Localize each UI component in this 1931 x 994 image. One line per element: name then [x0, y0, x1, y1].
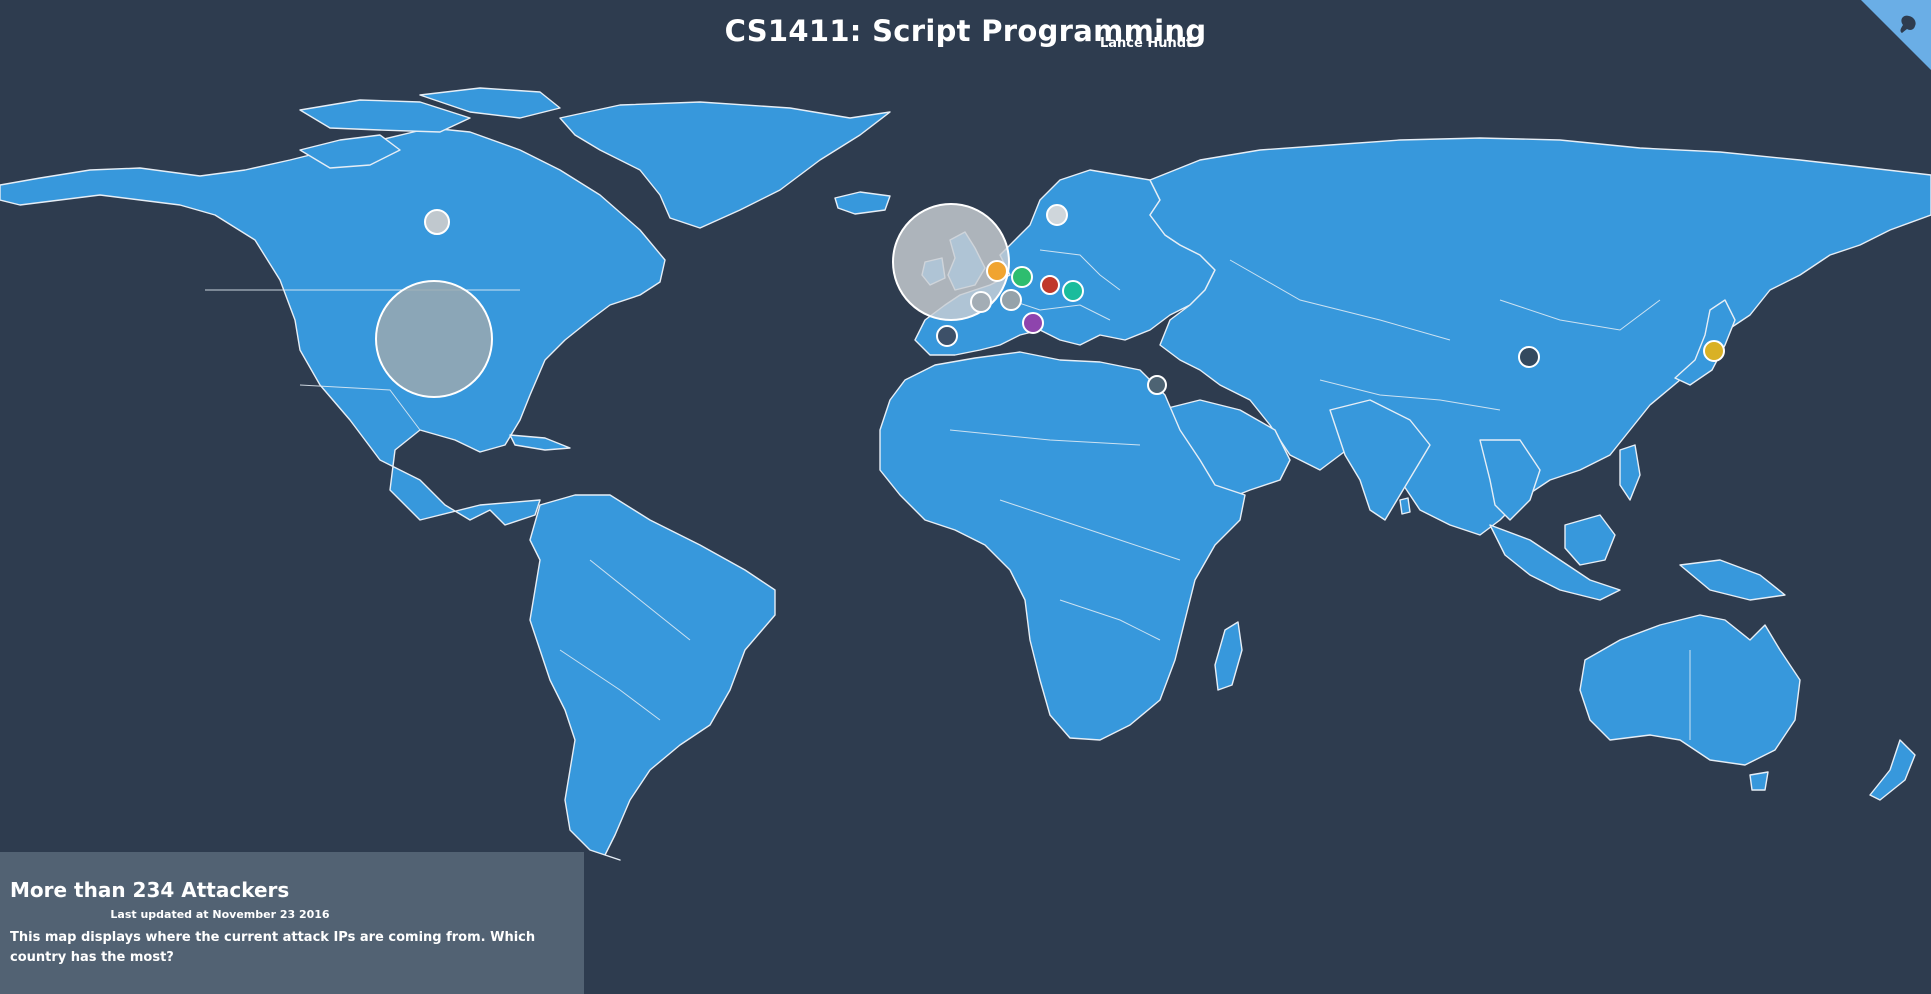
land-arctic-north — [419, 87, 561, 119]
land-japan — [1674, 299, 1736, 386]
marker-germany[interactable] — [1011, 266, 1033, 288]
marker-switzerland[interactable] — [1000, 289, 1022, 311]
page-title: CS1411: Script Programming — [724, 14, 1207, 48]
page-subtitle: Lance Hundt — [1100, 36, 1193, 51]
land-indonesia — [1489, 524, 1621, 601]
land-tasmania — [1749, 771, 1769, 791]
attack-markers — [375, 203, 1725, 398]
marker-canada[interactable] — [424, 209, 450, 235]
marker-czech-republic[interactable] — [1040, 275, 1060, 295]
marker-france[interactable] — [970, 291, 992, 313]
land-philippines — [1619, 444, 1641, 501]
page-header: CS1411: Script Programming — [0, 14, 1931, 48]
land-new-zealand — [1869, 739, 1916, 801]
marker-china[interactable] — [1518, 346, 1540, 368]
github-corner-icon[interactable] — [1861, 0, 1931, 70]
land-south-america — [529, 494, 776, 861]
country-borders — [205, 249, 1691, 740]
last-updated: Last updated at November 23 2016 — [110, 908, 330, 921]
marker-italy[interactable] — [1022, 312, 1044, 334]
land-layer — [0, 87, 1931, 861]
info-panel: More than 234 Attackers Last updated at … — [0, 852, 584, 994]
marker-poland[interactable] — [1062, 280, 1084, 302]
land-iceland — [834, 191, 891, 215]
land-greenland — [559, 101, 891, 229]
land-arctic-islands — [299, 99, 471, 133]
marker-united-kingdom[interactable] — [892, 203, 1010, 321]
land-borneo — [1564, 514, 1616, 566]
marker-spain[interactable] — [936, 325, 958, 347]
land-southeast-asia — [1479, 439, 1541, 521]
land-africa — [879, 351, 1246, 741]
marker-japan[interactable] — [1703, 340, 1725, 362]
info-description: This map displays where the current atta… — [10, 930, 536, 965]
marker-israel[interactable] — [1147, 375, 1167, 395]
land-madagascar — [1214, 621, 1243, 691]
marker-sweden[interactable] — [1046, 204, 1068, 226]
land-north-america — [0, 127, 666, 526]
land-cuba — [509, 434, 571, 451]
land-india — [1329, 399, 1431, 521]
land-sri-lanka — [1399, 497, 1411, 515]
land-hudson-islands — [299, 134, 401, 169]
marker-united-states[interactable] — [375, 280, 493, 398]
info-title: More than 234 Attackers — [10, 878, 290, 902]
marker-netherlands[interactable] — [986, 260, 1008, 282]
land-new-guinea — [1679, 559, 1786, 601]
